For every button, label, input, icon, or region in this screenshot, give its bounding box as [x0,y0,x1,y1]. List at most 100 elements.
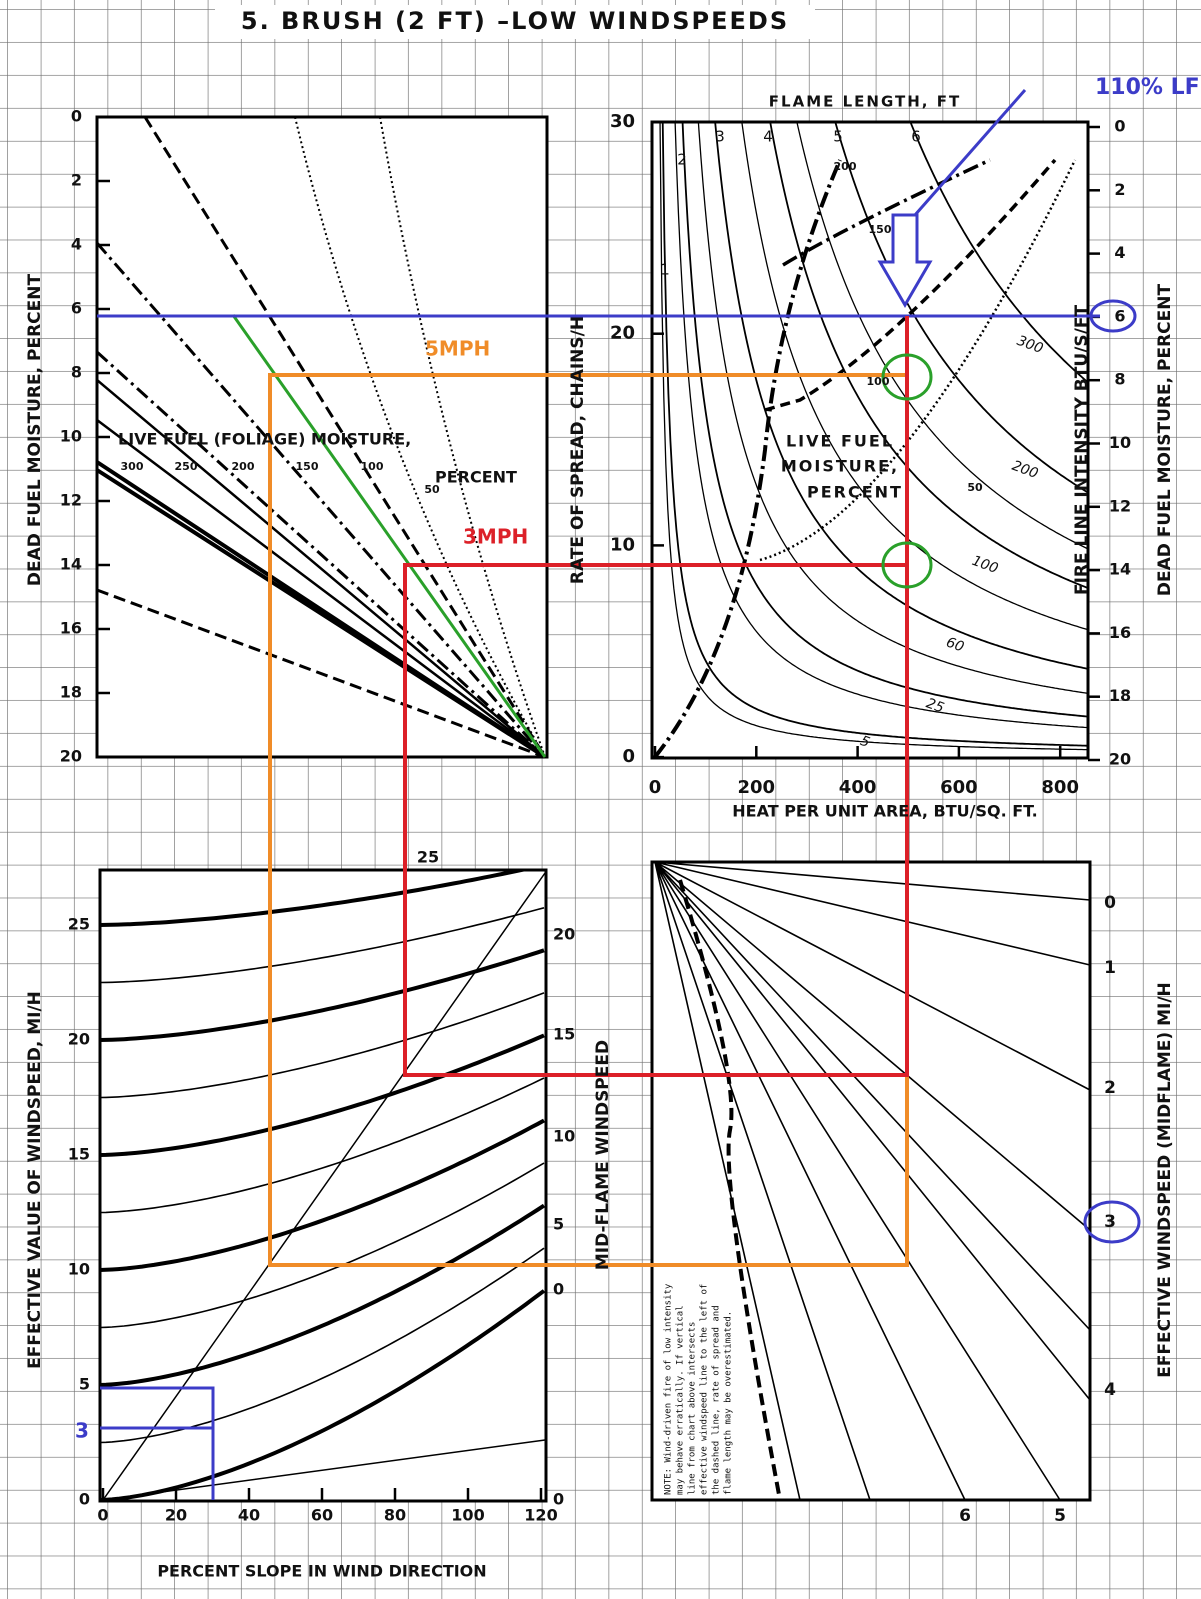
label: 4 [71,235,82,254]
red-rect [403,563,909,1077]
label: 100 [867,375,890,388]
curve [681,122,1088,718]
label: 5 [79,1375,90,1394]
label: MID-FLAME WINDSPEED [593,1040,613,1270]
label: 20 [553,925,575,944]
label: 300 [121,460,144,473]
label: MOISTURE, [781,457,899,476]
curve [100,1077,545,1214]
label: 6 [911,128,921,146]
label: PERCENT [435,468,517,487]
curve [100,948,545,1042]
label: EFFECTIVE WINDSPEED (MIDFLAME) MI/H [1155,982,1175,1378]
curve [674,122,1088,729]
label: 120 [524,1506,557,1525]
label: 15 [68,1145,90,1164]
label: PERCENT SLOPE IN WIND DIRECTION [157,1562,486,1581]
label: 40 [238,1506,260,1525]
label: 0 [79,1490,90,1509]
label: 1 [660,261,670,279]
annotation: 5MPH [425,337,490,361]
label: PERCENT [807,483,903,502]
label: 18 [60,683,82,702]
label: 14 [60,555,82,574]
label: 8 [71,363,82,382]
blue-circle [1083,1200,1141,1244]
label: FLAME LENGTH, FT [769,93,961,111]
label: 0 [97,1506,108,1525]
curve [100,992,545,1099]
curve [659,122,1088,751]
overlays: 110% LFM 5MPH 3MPH 3 [75,75,1201,1500]
label: 150 [869,223,892,236]
label: 8 [1114,370,1125,389]
curve [796,122,1088,550]
label: 0 [71,107,82,126]
label: 25 [924,695,946,716]
label: flame length may be overestimated. [724,1311,734,1495]
label: 1 [1104,958,1116,978]
label: 250 [175,460,198,473]
label: 3 [1104,1212,1116,1232]
slope-frame [98,868,548,1503]
label: 6 [71,299,82,318]
curve [714,122,1088,670]
label: 10 [60,427,82,446]
label: 200 [738,777,776,798]
title-bg [215,5,815,39]
label: 10 [553,1127,575,1146]
annotation: 3MPH [463,525,528,549]
curve [661,122,1088,747]
label: 30 [610,111,635,132]
label: 100 [451,1506,484,1525]
label: 600 [940,777,978,798]
label: 400 [839,777,877,798]
slope-curves [100,870,546,1501]
label: 0 [1104,893,1116,913]
label: 12 [1109,496,1131,515]
annotation: 3 [75,1419,89,1443]
blue-lines [100,1386,215,1500]
label: 2 [1104,1078,1116,1098]
label: HEAT PER UNIT AREA, BTU/SQ. FT. [732,802,1037,821]
title: 5. BRUSH (2 FT) –LOW WINDSPEEDS [241,7,789,35]
curve [834,122,1088,494]
label: 20 [1109,750,1131,769]
label: 2 [71,171,82,190]
label: 20 [60,747,82,766]
label: line from chart above intersects [688,1322,698,1495]
label: LIVE FUEL (FOLIAGE) MOISTURE, [118,430,411,449]
label: 16 [1109,623,1131,642]
label: 0 [553,1280,564,1299]
label: EFFECTIVE VALUE OF WINDSPEED, MI/H [25,991,45,1369]
label: RATE OF SPREAD, CHAINS/H [568,316,588,584]
green-circle [881,353,933,401]
label: 0 [649,777,662,798]
blue-circle [1089,299,1137,333]
label: 60 [311,1506,333,1525]
label: 60 [944,634,966,655]
label: 5 [1054,1506,1066,1526]
curve [697,122,1088,695]
label: 12 [60,491,82,510]
curve [100,1118,545,1272]
label: 20 [165,1506,187,1525]
label: 5 [553,1215,564,1234]
label: 100 [361,460,384,473]
dead-fuel-frame [95,115,549,759]
label: 3 [715,128,725,146]
label: 6 [959,1506,971,1526]
curve [100,1162,545,1329]
label: 14 [1109,560,1131,579]
curve [100,1247,545,1444]
label: 20 [610,323,635,344]
label: 0 [1114,117,1125,136]
curve [100,1033,545,1157]
label: 10 [68,1260,90,1279]
label: 0 [553,1490,564,1509]
curve [100,870,532,927]
label: DEAD FUEL MOISTURE, PERCENT [25,274,45,587]
label: 4 [1104,1380,1116,1400]
label: 10 [610,534,635,555]
